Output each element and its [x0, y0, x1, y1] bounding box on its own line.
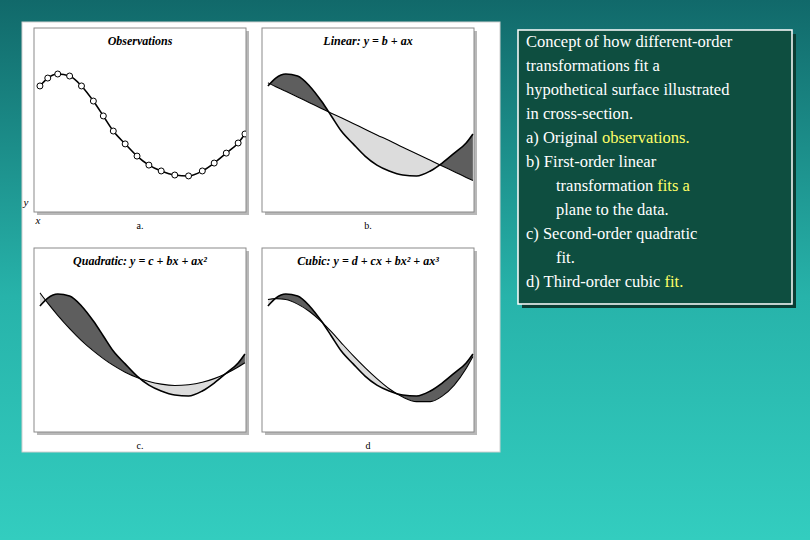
caption-line: c) Second-order quadratic [526, 224, 697, 243]
caption-text: Concept of how different-order transforma… [526, 32, 733, 291]
residual-below [268, 294, 473, 402]
plot-frame [262, 248, 474, 432]
observation-point [100, 113, 106, 119]
residual-group [40, 293, 245, 396]
caption-segment: d) Third-order cubic [526, 272, 665, 291]
residual-group [268, 74, 473, 181]
residual-above [40, 293, 245, 396]
observed-line [40, 74, 245, 176]
panel-label: d [366, 440, 371, 451]
caption-line: transformation fits a [556, 176, 690, 195]
caption-segment: transformation [556, 176, 657, 195]
observation-point [55, 71, 61, 77]
observation-point [242, 131, 246, 137]
panel: Observations a. yx [23, 28, 249, 231]
caption-line: fit. [556, 248, 575, 267]
slide-canvas: Observations a. yx Linear: y = b + ax b. Quad… [0, 0, 810, 540]
plot-frame [34, 28, 246, 212]
caption-line: Concept of how different-order [526, 32, 733, 51]
caption-line: b) First-order linear [526, 152, 657, 171]
panel-label: b. [364, 220, 372, 231]
caption-line: in cross-section. [526, 104, 633, 123]
plot-area [37, 71, 246, 179]
caption-highlight: fits a [657, 176, 690, 195]
fit-line [40, 293, 245, 386]
plot-area [40, 293, 245, 396]
caption-segment: b) First-order linear [526, 152, 657, 171]
observation-point [67, 73, 73, 79]
observation-point [37, 83, 43, 89]
figure-panel [22, 22, 500, 452]
caption-segment: c) Second-order quadratic [526, 224, 697, 243]
observation-point [122, 141, 128, 147]
plot-area [268, 74, 473, 181]
caption-line: d) Third-order cubic fit. [526, 272, 683, 291]
panel-label: a. [137, 220, 144, 231]
plot-frame [34, 248, 246, 432]
observed-line [268, 294, 473, 396]
caption-segment: fit. [556, 248, 575, 267]
plot-frame [262, 28, 474, 212]
observation-point [199, 168, 205, 174]
observation-point [134, 153, 140, 159]
panel-title: Cubic: y = d + cx + bx² + ax³ [297, 254, 439, 268]
observation-point [211, 160, 217, 166]
y-axis-label: y [23, 196, 29, 208]
residual-above [268, 74, 473, 181]
residual-below [40, 293, 245, 396]
panel: Linear: y = b + ax b. [262, 28, 477, 231]
panel-title: Linear: y = b + ax [322, 34, 412, 48]
residual-group [268, 74, 473, 181]
caption-highlight: observations. [602, 128, 690, 147]
caption-highlight: fit. [665, 272, 684, 291]
panel: Cubic: y = d + cx + bx² + ax³ d [262, 248, 477, 451]
observation-point [78, 83, 84, 89]
residual-group [40, 293, 245, 396]
residual-below [268, 74, 473, 181]
observed-line [40, 294, 245, 396]
plot-area [268, 294, 473, 402]
observation-point [223, 150, 229, 156]
fit-line [268, 83, 473, 181]
observation-point [158, 168, 164, 174]
x-axis-label: x [35, 214, 41, 226]
observation-point [172, 172, 178, 178]
fit-line [268, 299, 473, 402]
caption-line: hypothetical surface illustrated [526, 80, 730, 99]
caption-line: plane to the data. [556, 200, 669, 219]
residual-above [268, 294, 473, 402]
observation-point [146, 162, 152, 168]
caption-segment: plane to the data. [556, 200, 669, 219]
caption-segment: a) Original [526, 128, 602, 147]
background [0, 0, 810, 540]
residual-group [268, 294, 473, 402]
residual-group [268, 294, 473, 402]
observation-point [186, 173, 192, 179]
caption-line: transformations fit a [526, 56, 660, 75]
panel: Quadratic: y = c + bx + ax² c. [34, 248, 249, 451]
caption-box [518, 30, 792, 304]
observation-point [45, 75, 51, 81]
observation-point [90, 98, 96, 104]
panel-label: c. [137, 440, 144, 451]
slide: Observations a. yx Linear: y = b + ax b. Quad… [0, 0, 810, 540]
panel-title: Observations [108, 34, 173, 48]
observed-line [268, 74, 473, 176]
observation-point [110, 128, 116, 134]
caption-line: a) Original observations. [526, 128, 690, 147]
observation-point [235, 140, 241, 146]
panel-title: Quadratic: y = c + bx + ax² [73, 254, 207, 268]
